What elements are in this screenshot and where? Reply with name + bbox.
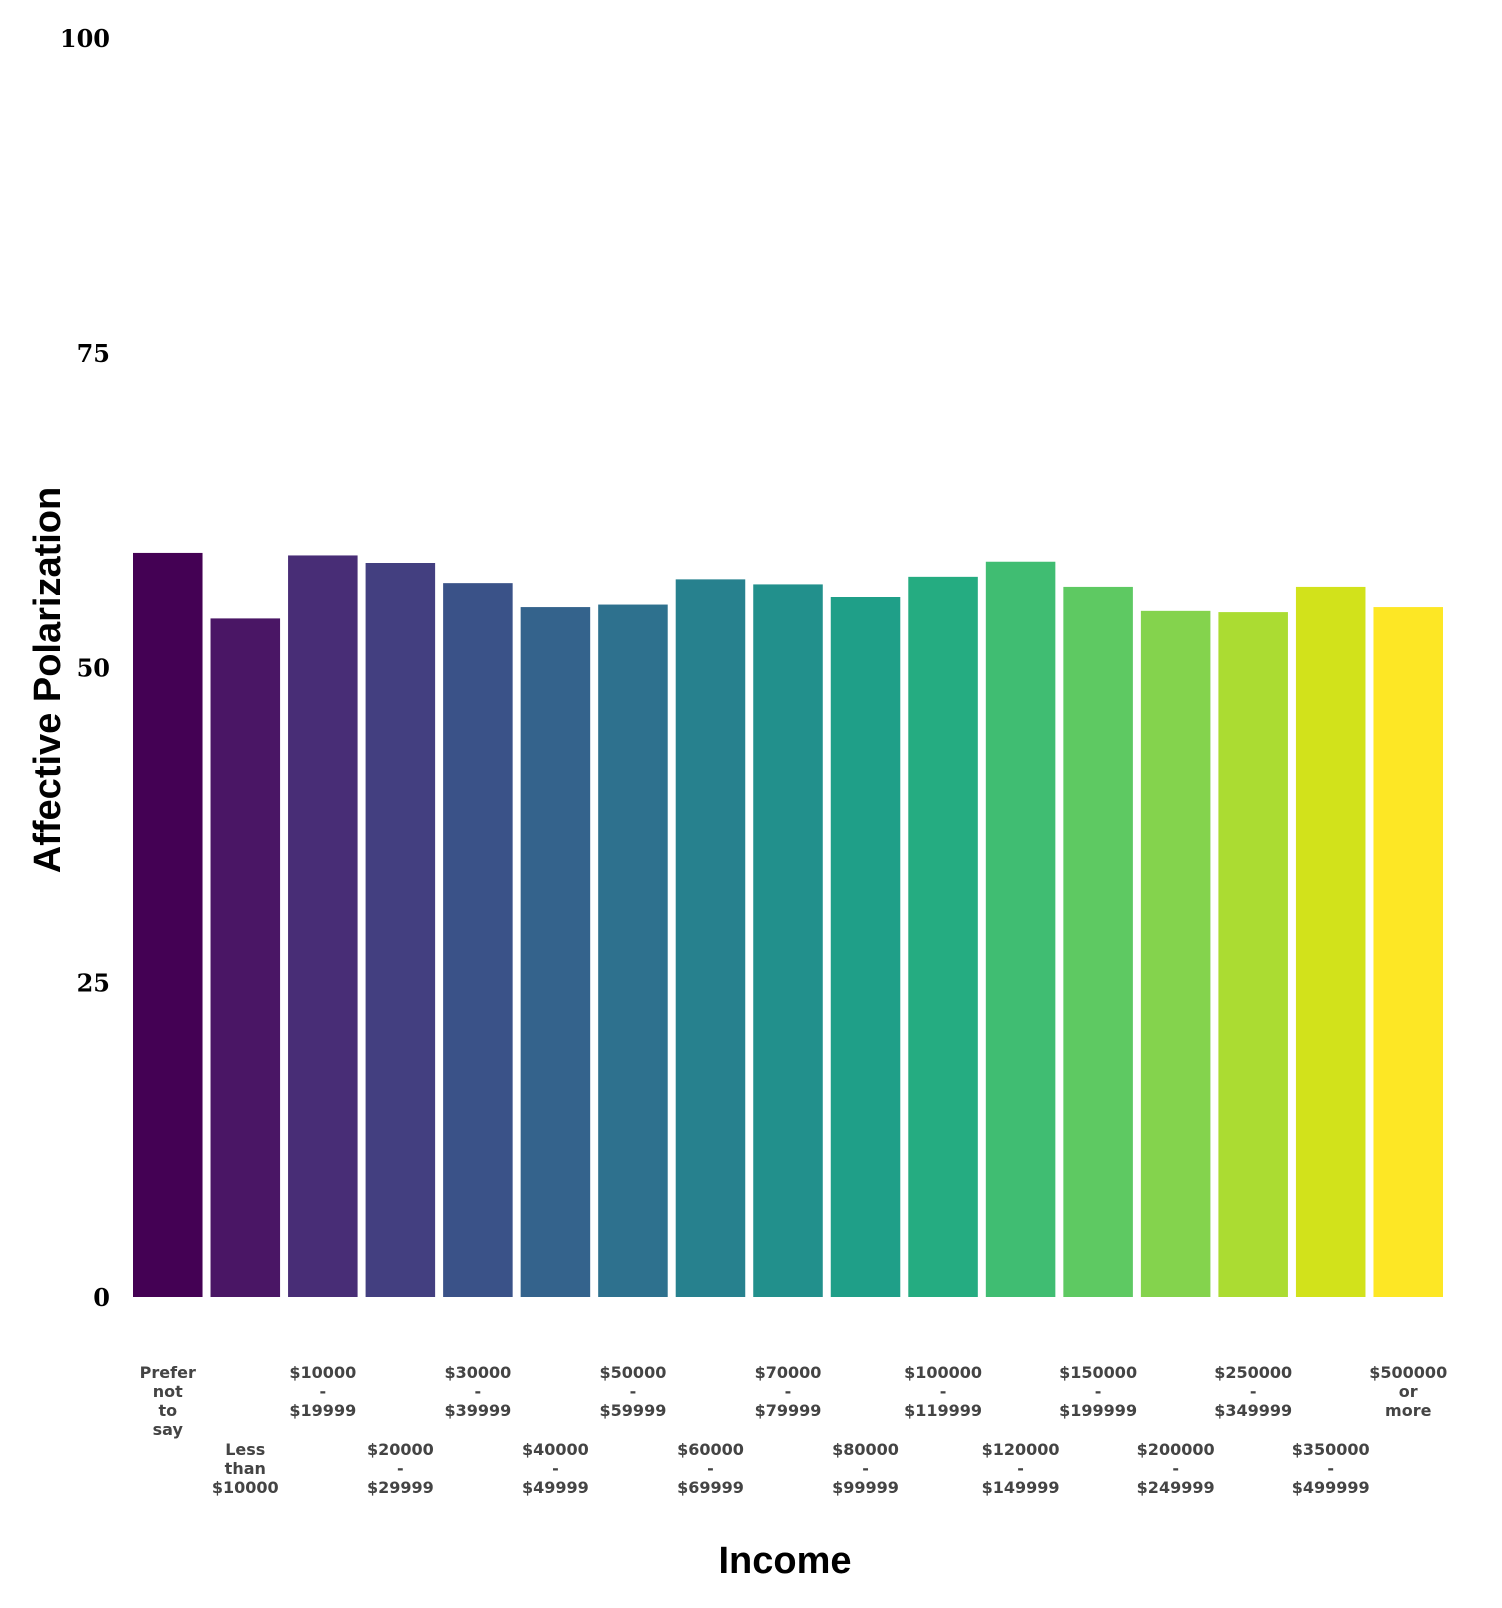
x-tick-label: $60000 -$69999 [677, 1440, 744, 1497]
bar [365, 563, 436, 1297]
bar [675, 579, 746, 1297]
x-tick-label: $70000 -$79999 [755, 1363, 822, 1420]
x-axis-title: Income [718, 1540, 851, 1582]
bar [1295, 586, 1366, 1297]
x-tick-label: $100000 -$119999 [904, 1363, 982, 1420]
bar [210, 618, 281, 1297]
y-tick-label: 100 [60, 24, 110, 53]
bar [1063, 586, 1133, 1297]
bar [288, 555, 358, 1297]
x-tick-label: $80000 -$99999 [832, 1440, 899, 1497]
bar [443, 583, 513, 1297]
y-axis-title: Affective Polarization [27, 487, 69, 873]
bar [753, 584, 823, 1297]
x-axis-ticks: Prefer not to say Less than $10000$10000 -$1999… [140, 1363, 1448, 1497]
bar [520, 607, 591, 1297]
x-tick-label: $50000 -$59999 [600, 1363, 667, 1420]
bar [133, 552, 203, 1297]
x-tick-label: $40000 -$49999 [522, 1440, 589, 1497]
x-tick-label: $10000 -$19999 [289, 1363, 356, 1420]
x-tick-label: $30000 -$39999 [444, 1363, 511, 1420]
bar [985, 561, 1056, 1297]
bar [1373, 607, 1443, 1297]
bar [1218, 612, 1288, 1297]
x-tick-label: Prefer not to say [140, 1363, 196, 1439]
y-tick-label: 25 [77, 968, 110, 997]
y-tick-label: 75 [77, 339, 110, 368]
x-tick-label: Less than $10000 [212, 1440, 279, 1497]
y-axis-ticks: 0 25 50 75 100 [60, 24, 110, 1312]
x-tick-label: $350000 -$499999 [1292, 1440, 1370, 1497]
y-tick-label: 50 [77, 654, 110, 683]
y-tick-label: 0 [93, 1283, 110, 1312]
x-tick-label: $20000 -$29999 [367, 1440, 434, 1497]
bar [908, 576, 978, 1297]
bar [830, 597, 901, 1297]
bar-series [133, 552, 1443, 1297]
x-tick-label: $200000 -$249999 [1137, 1440, 1215, 1497]
x-tick-label: $120000 -$149999 [982, 1440, 1060, 1497]
x-tick-label: $150000 -$199999 [1059, 1363, 1137, 1420]
bar [1140, 610, 1211, 1297]
bar [598, 604, 668, 1297]
x-tick-label: $250000 -$349999 [1214, 1363, 1292, 1420]
x-tick-label: $500000 or more [1369, 1363, 1447, 1420]
